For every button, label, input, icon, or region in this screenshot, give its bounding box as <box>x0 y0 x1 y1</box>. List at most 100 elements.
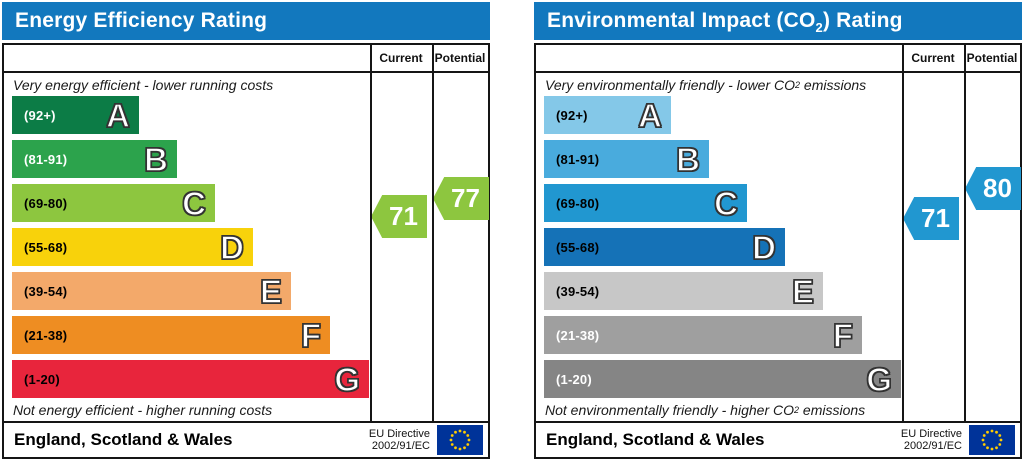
panel-title: Environmental Impact (CO2) Rating <box>547 9 903 36</box>
top-caption: Very energy efficient - lower running co… <box>13 76 274 93</box>
band-row-g: (1-20) G <box>12 360 488 398</box>
band-bar-c: (69-80) C <box>544 184 747 222</box>
environmental-impact-panel: Environmental Impact (CO2) Rating Curren… <box>534 2 1022 459</box>
current-rating-value: 71 <box>389 201 418 231</box>
band-letter-label: E <box>259 272 282 310</box>
band-range-label: (69-80) <box>24 195 68 211</box>
band-row-d: (55-68) D <box>12 228 488 266</box>
band-bar-b: (81-91) B <box>544 140 709 178</box>
panel-footer: England, Scotland & Wales EU Directive 20… <box>534 421 1022 459</box>
energy-efficiency-panel: Energy Efficiency Rating Current Potenti… <box>2 2 490 459</box>
band-letter-label: B <box>675 140 700 178</box>
column-header-spacer <box>4 45 370 71</box>
column-header-spacer <box>536 45 902 71</box>
band-bar-a: (92+) A <box>544 96 671 134</box>
band-row-f: (21-38) F <box>12 316 488 354</box>
energy-rating-bands: (92+) A (81-91) B (69-80) C (55-68) D (39-54) E (2… <box>4 96 488 398</box>
potential-rating-arrow: 77 <box>433 177 489 220</box>
band-letter-label: C <box>713 184 738 222</box>
band-row-b: (81-91) B <box>12 140 488 178</box>
band-bar-g: (1-20) G <box>544 360 901 398</box>
band-letter-label: D <box>751 228 776 266</box>
band-range-label: (55-68) <box>24 239 68 255</box>
energy-rating-table: Current Potential Very energy efficient … <box>2 43 490 423</box>
band-row-e: (39-54) E <box>544 272 1020 310</box>
top-caption: Very environmentally friendly - lower CO… <box>545 76 867 93</box>
band-bar-f: (21-38) F <box>544 316 862 354</box>
environmental-rating-table: Current Potential Very environmentally f… <box>534 43 1022 423</box>
potential-rating-value: 77 <box>451 183 480 213</box>
current-column-header: Current <box>911 51 955 65</box>
band-range-label: (92+) <box>24 107 56 123</box>
potential-rating-value: 80 <box>983 173 1012 203</box>
potential-column-header: Potential <box>434 51 486 65</box>
current-column-divider <box>902 45 904 421</box>
energy-rating-chart-body: Very energy efficient - lower running co… <box>4 73 489 421</box>
band-row-e: (39-54) E <box>12 272 488 310</box>
band-range-label: (1-20) <box>556 371 592 387</box>
band-bar-b: (81-91) B <box>12 140 177 178</box>
environmental-rating-chart-body: Very environmentally friendly - lower CO… <box>536 73 1021 421</box>
band-row-c: (69-80) C <box>12 184 488 222</box>
band-bar-d: (55-68) D <box>12 228 253 266</box>
band-letter-label: A <box>105 96 130 134</box>
band-bar-e: (39-54) E <box>544 272 823 310</box>
eu-flag-icon <box>969 425 1015 455</box>
band-range-label: (1-20) <box>24 371 60 387</box>
band-letter-label: G <box>334 360 361 398</box>
current-rating-value: 71 <box>921 203 950 233</box>
band-bar-d: (55-68) D <box>544 228 785 266</box>
band-row-a: (92+) A <box>12 96 488 134</box>
current-rating-arrow: 71 <box>903 197 959 240</box>
band-range-label: (81-91) <box>556 151 600 167</box>
band-bar-c: (69-80) C <box>12 184 215 222</box>
band-letter-label: B <box>143 140 168 178</box>
band-bar-a: (92+) A <box>12 96 139 134</box>
eu-directive-label: EU Directive 2002/91/EC <box>900 428 962 452</box>
current-column-header: Current <box>379 51 423 65</box>
panel-footer: England, Scotland & Wales EU Directive 20… <box>2 421 490 459</box>
band-letter-label: G <box>866 360 893 398</box>
band-row-d: (55-68) D <box>544 228 1020 266</box>
band-bar-g: (1-20) G <box>12 360 369 398</box>
band-letter-label: F <box>832 316 854 354</box>
column-header-row: Current Potential <box>536 45 1020 73</box>
band-range-label: (81-91) <box>24 151 68 167</box>
current-column-divider <box>370 45 372 421</box>
potential-rating-arrow: 80 <box>965 167 1021 210</box>
band-range-label: (92+) <box>556 107 588 123</box>
band-range-label: (21-38) <box>556 327 600 343</box>
band-row-f: (21-38) F <box>544 316 1020 354</box>
band-row-a: (92+) A <box>544 96 1020 134</box>
band-bar-f: (21-38) F <box>12 316 330 354</box>
region-label: England, Scotland & Wales <box>546 430 765 449</box>
eu-flag-icon <box>437 425 483 455</box>
column-header-row: Current Potential <box>4 45 488 73</box>
energy-efficiency-title-bar: Energy Efficiency Rating <box>2 2 490 40</box>
band-row-c: (69-80) C <box>544 184 1020 222</box>
band-range-label: (39-54) <box>24 283 68 299</box>
potential-column-divider <box>964 45 966 421</box>
band-row-g: (1-20) G <box>544 360 1020 398</box>
band-letter-label: D <box>219 228 244 266</box>
environmental-impact-title-bar: Environmental Impact (CO2) Rating <box>534 2 1022 40</box>
band-range-label: (55-68) <box>556 239 600 255</box>
potential-column-divider <box>432 45 434 421</box>
panel-title: Energy Efficiency Rating <box>15 9 268 32</box>
band-bar-e: (39-54) E <box>12 272 291 310</box>
band-range-label: (69-80) <box>556 195 600 211</box>
current-rating-arrow: 71 <box>371 195 427 238</box>
band-letter-label: E <box>791 272 814 310</box>
band-letter-label: C <box>181 184 206 222</box>
band-letter-label: A <box>637 96 662 134</box>
potential-column-header: Potential <box>966 51 1018 65</box>
eu-directive-label: EU Directive 2002/91/EC <box>368 428 430 452</box>
band-range-label: (21-38) <box>24 327 68 343</box>
region-label: England, Scotland & Wales <box>14 430 233 449</box>
band-row-b: (81-91) B <box>544 140 1020 178</box>
environmental-rating-bands: (92+) A (81-91) B (69-80) C (55-68) D (39-54) E (2… <box>536 96 1020 398</box>
band-letter-label: F <box>300 316 322 354</box>
bottom-caption: Not energy efficient - higher running co… <box>13 401 273 418</box>
band-range-label: (39-54) <box>556 283 600 299</box>
